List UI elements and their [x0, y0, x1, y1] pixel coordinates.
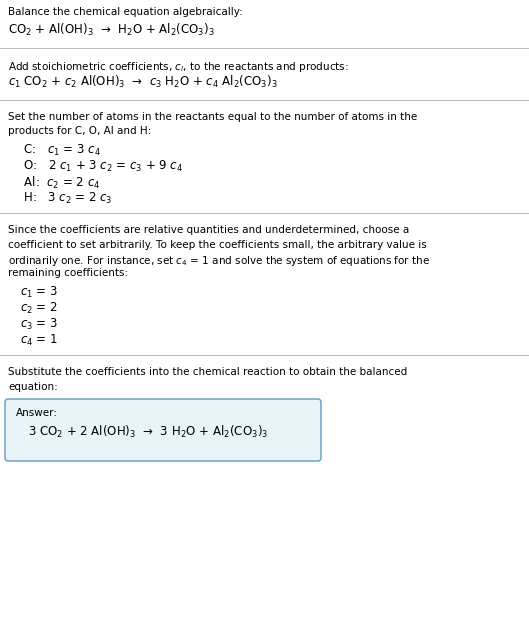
Text: H:   3 $c_2$ = 2 $c_3$: H: 3 $c_2$ = 2 $c_3$	[20, 191, 113, 206]
Text: ordinarily one. For instance, set $c_4$ = 1 and solve the system of equations fo: ordinarily one. For instance, set $c_4$ …	[8, 254, 430, 268]
Text: Al:  $c_2$ = 2 $c_4$: Al: $c_2$ = 2 $c_4$	[20, 175, 101, 191]
Text: products for C, O, Al and H:: products for C, O, Al and H:	[8, 127, 151, 137]
Text: Since the coefficients are relative quantities and underdetermined, choose a: Since the coefficients are relative quan…	[8, 225, 409, 235]
Text: equation:: equation:	[8, 381, 58, 391]
Text: O:   2 $c_1$ + 3 $c_2$ = $c_3$ + 9 $c_4$: O: 2 $c_1$ + 3 $c_2$ = $c_3$ + 9 $c_4$	[20, 159, 183, 174]
Text: CO$_2$ + Al(OH)$_3$  →  H$_2$O + Al$_2$(CO$_3$)$_3$: CO$_2$ + Al(OH)$_3$ → H$_2$O + Al$_2$(CO…	[8, 21, 215, 38]
Text: $c_1$ CO$_2$ + $c_2$ Al(OH)$_3$  →  $c_3$ H$_2$O + $c_4$ Al$_2$(CO$_3$)$_3$: $c_1$ CO$_2$ + $c_2$ Al(OH)$_3$ → $c_3$ …	[8, 74, 278, 90]
Text: Substitute the coefficients into the chemical reaction to obtain the balanced: Substitute the coefficients into the che…	[8, 367, 407, 377]
FancyBboxPatch shape	[5, 399, 321, 461]
Text: Balance the chemical equation algebraically:: Balance the chemical equation algebraica…	[8, 7, 243, 17]
Text: coefficient to set arbitrarily. To keep the coefficients small, the arbitrary va: coefficient to set arbitrarily. To keep …	[8, 240, 427, 250]
Text: Answer:: Answer:	[16, 408, 58, 418]
Text: $c_1$ = 3: $c_1$ = 3	[20, 285, 58, 300]
Text: 3 CO$_2$ + 2 Al(OH)$_3$  →  3 H$_2$O + Al$_2$(CO$_3$)$_3$: 3 CO$_2$ + 2 Al(OH)$_3$ → 3 H$_2$O + Al$…	[28, 424, 268, 440]
Text: Set the number of atoms in the reactants equal to the number of atoms in the: Set the number of atoms in the reactants…	[8, 112, 417, 122]
Text: Add stoichiometric coefficients, $c_i$, to the reactants and products:: Add stoichiometric coefficients, $c_i$, …	[8, 60, 349, 73]
Text: $c_4$ = 1: $c_4$ = 1	[20, 333, 58, 348]
Text: remaining coefficients:: remaining coefficients:	[8, 268, 128, 278]
Text: $c_2$ = 2: $c_2$ = 2	[20, 301, 58, 316]
Text: C:   $c_1$ = 3 $c_4$: C: $c_1$ = 3 $c_4$	[20, 143, 101, 158]
Text: $c_3$ = 3: $c_3$ = 3	[20, 317, 58, 332]
